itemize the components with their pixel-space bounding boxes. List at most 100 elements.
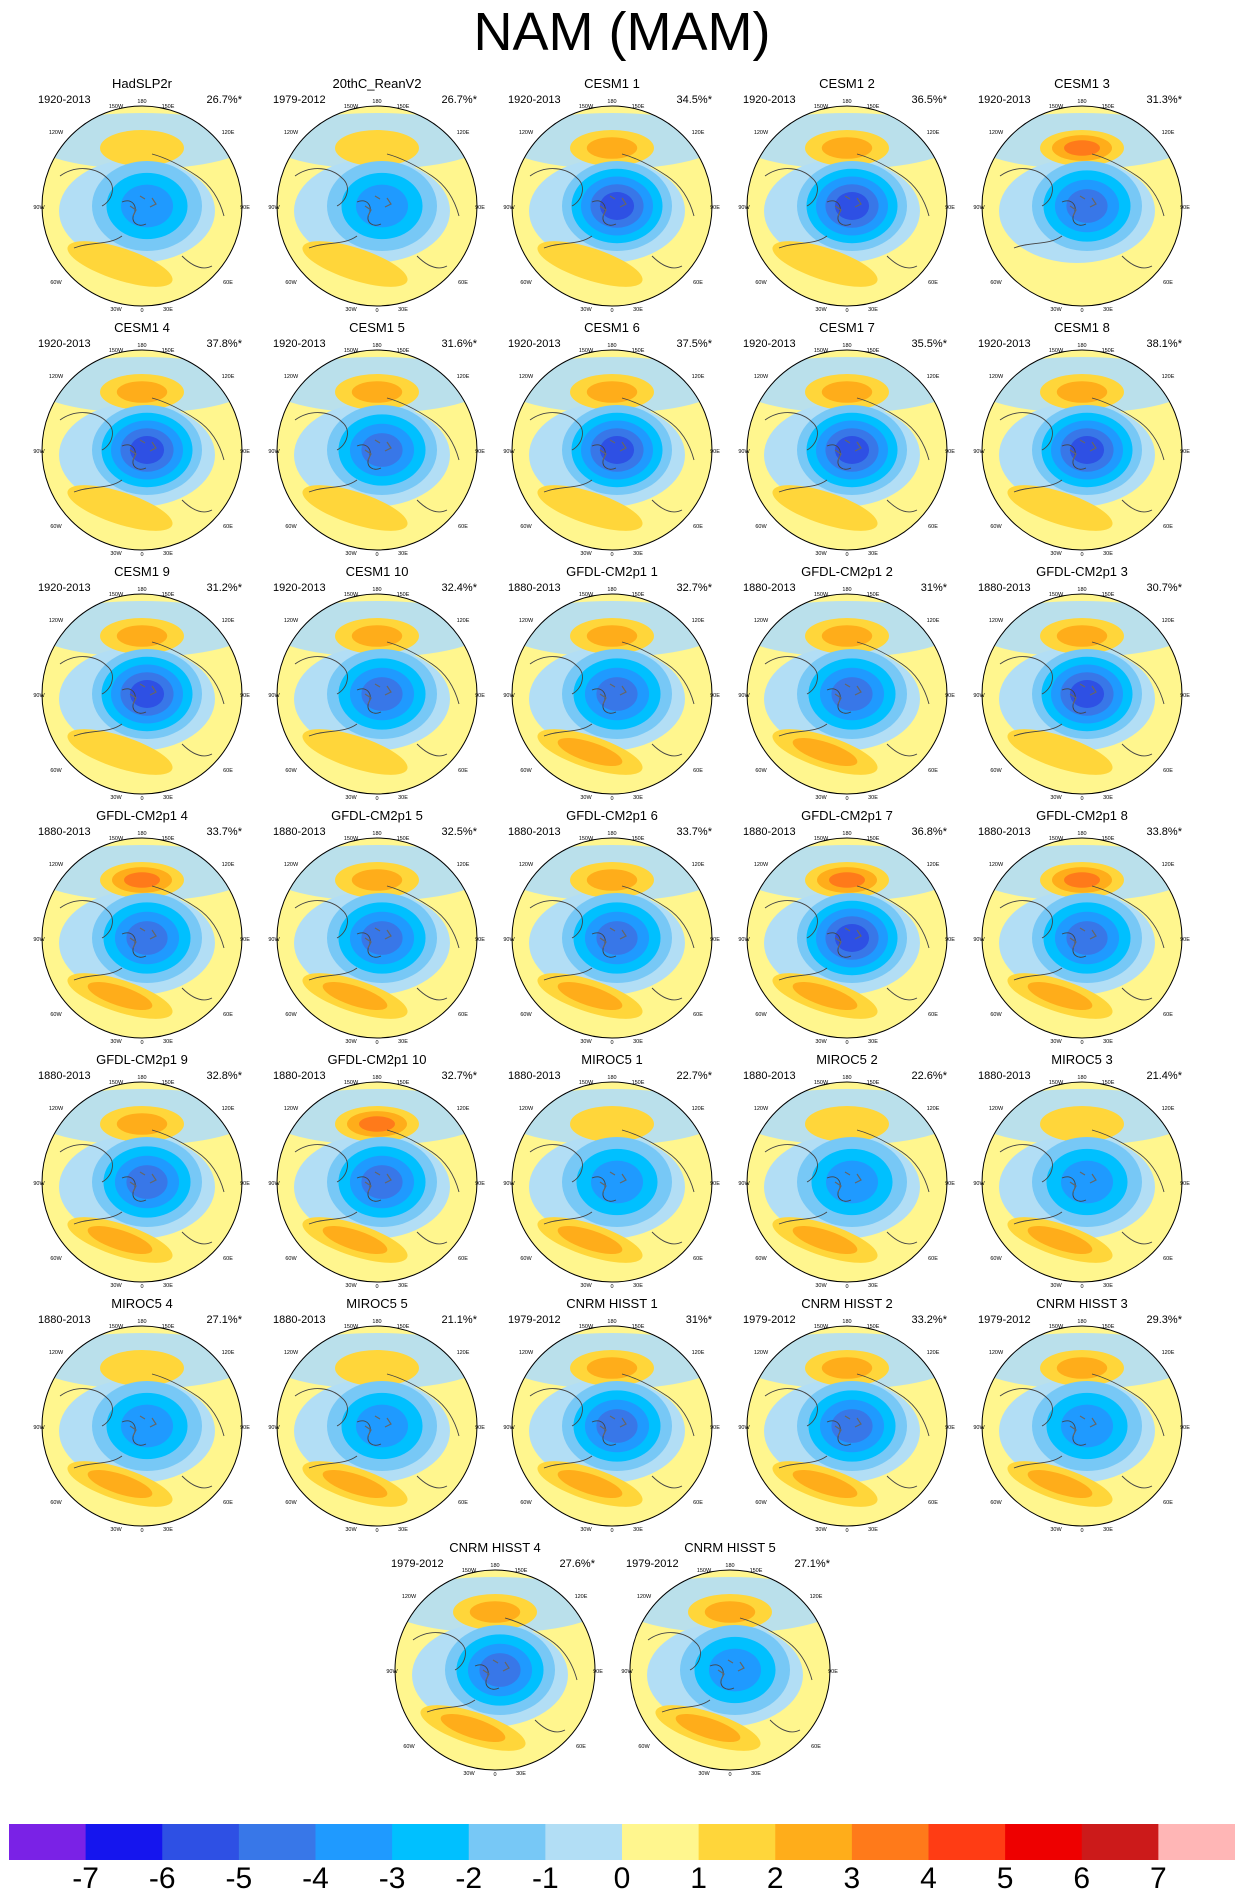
- graticule-label: 30W: [463, 1771, 475, 1777]
- arctic-islands: [364, 683, 392, 705]
- map-panel: GFDL-CM2p1 6 1880-2013 33.7%* 180 150W 150E 12…: [494, 808, 730, 1046]
- graticule-label: 30E: [398, 795, 408, 801]
- pacific-high: [586, 869, 638, 891]
- pacific-high: [586, 1357, 638, 1379]
- graticule-label: 120E: [927, 1350, 940, 1356]
- graticule-label: 30E: [163, 551, 173, 557]
- graticule-label: 90W: [738, 449, 750, 455]
- panel-title: GFDL-CM2p1 7: [801, 808, 893, 823]
- graticule-label: 150W: [109, 1324, 124, 1330]
- graticule-label: 0: [375, 552, 378, 558]
- graticule-label: 30E: [633, 1039, 643, 1045]
- graticule-label: 150E: [397, 1324, 410, 1330]
- graticule-label: 120W: [989, 862, 1004, 868]
- panel-title: CNRM HISST 1: [566, 1296, 658, 1311]
- panel-period: 1880-2013: [978, 1070, 1031, 1082]
- graticule-label: 30W: [580, 795, 592, 801]
- pacific-high: [821, 381, 873, 403]
- arctic-islands: [1069, 927, 1097, 949]
- graticule-label: 90E: [710, 449, 720, 455]
- graticule-label: 60W: [755, 768, 767, 774]
- panel-variance: 22.7%*: [676, 1070, 712, 1082]
- graticule-label: 90W: [33, 1425, 45, 1431]
- panel-title: MIROC5 3: [1051, 1052, 1113, 1067]
- arctic-low: [1069, 680, 1105, 708]
- arctic-islands: [482, 1659, 510, 1681]
- pacific-high: [351, 381, 403, 403]
- colorbar-tick-label: 7: [1150, 1862, 1167, 1895]
- map-border: [41, 837, 243, 1039]
- graticule-label: 150E: [867, 1324, 880, 1330]
- pacific-high: [1056, 381, 1108, 403]
- graticule-label: 180: [607, 343, 616, 349]
- graticule-label: 90W: [268, 937, 280, 943]
- graticule-label: 90E: [945, 937, 955, 943]
- graticule-label: 0: [1080, 1040, 1083, 1046]
- map-border: [981, 1081, 1183, 1283]
- arctic-islands: [1069, 683, 1097, 705]
- coastline: [59, 1129, 225, 1245]
- graticule-label: 60W: [990, 280, 1002, 286]
- colorbar-tick-label: -1: [532, 1862, 559, 1895]
- graticule-label: 60E: [1163, 1012, 1173, 1018]
- arctic-low: [596, 677, 638, 711]
- graticule-label: 180: [1077, 343, 1086, 349]
- graticule-label: 30W: [345, 795, 357, 801]
- graticule-label: 120E: [1162, 374, 1175, 380]
- graticule-label: 120E: [457, 374, 470, 380]
- graticule-label: 30W: [345, 307, 357, 313]
- graticule-label: 0: [610, 1284, 613, 1290]
- panel-title: GFDL-CM2p1 9: [96, 1052, 188, 1067]
- atlantic-high: [675, 1713, 741, 1743]
- graticule-label: 150W: [1049, 1080, 1064, 1086]
- panel-title: CESM1 10: [345, 564, 409, 579]
- graticule-label: 120E: [927, 1106, 940, 1112]
- polar-map: 180 150W 150E 120W 120E 90W 90E 60W 60E 30W 30E 0: [973, 587, 1190, 802]
- graticule-label: 30W: [580, 1039, 592, 1045]
- map-panel: CESM1 1 1920-2013 34.5%* 180 150W 150E 120W 120…: [494, 76, 730, 314]
- atlantic-high: [792, 737, 858, 767]
- graticule-label: 30E: [633, 1283, 643, 1289]
- graticule-label: 150W: [1049, 1324, 1064, 1330]
- graticule-label: 120W: [284, 862, 299, 868]
- graticule-label: 90W: [621, 1669, 633, 1675]
- polar-map: 180 150W 150E 120W 120E 90W 90E 60W 60E 30W 30E 0: [973, 1319, 1190, 1534]
- graticule-label: 30W: [698, 1771, 710, 1777]
- graticule-label: 90E: [1180, 937, 1190, 943]
- arctic-islands: [364, 1415, 392, 1437]
- graticule-label: 120E: [222, 1350, 235, 1356]
- arctic-islands: [599, 439, 627, 461]
- graticule-label: 150W: [579, 1080, 594, 1086]
- graticule-label: 60W: [990, 1500, 1002, 1506]
- panel-period: 1920-2013: [38, 94, 91, 106]
- graticule-label: 60E: [458, 768, 468, 774]
- polar-map: 180 150W 150E 120W 120E 90W 90E 60W 60E 30W 30E 0: [386, 1563, 603, 1778]
- graticule-label: 180: [372, 343, 381, 349]
- graticule-label: 120E: [1162, 1350, 1175, 1356]
- atlantic-high: [537, 485, 643, 531]
- arctic-low: [120, 1404, 174, 1448]
- graticule-label: 60E: [693, 1012, 703, 1018]
- pacific-high: [570, 1106, 654, 1142]
- arctic-low: [599, 436, 635, 464]
- arctic-low: [361, 677, 403, 711]
- polar-map: 180 150W 150E 120W 120E 90W 90E 60W 60E 30W 30E 0: [33, 1319, 250, 1534]
- map-panel: CESM1 8 1920-2013 38.1%* 180 150W 150E 120W 120…: [964, 320, 1200, 558]
- arctic-low: [825, 1160, 879, 1204]
- map-border: [981, 105, 1183, 307]
- panel-variance: 32.8%*: [206, 1070, 242, 1082]
- graticule-label: 90E: [1180, 449, 1190, 455]
- graticule-label: 30E: [868, 1283, 878, 1289]
- coastline: [764, 885, 930, 1001]
- graticule-label: 30E: [163, 1283, 173, 1289]
- polar-map: 180 150W 150E 120W 120E 90W 90E 60W 60E 30W 30E 0: [738, 831, 955, 1046]
- arctic-low: [126, 1165, 168, 1199]
- map-border: [981, 593, 1183, 795]
- graticule-label: 30W: [580, 307, 592, 313]
- graticule-label: 150E: [632, 836, 645, 842]
- colorbar-tick-label: -7: [72, 1862, 99, 1895]
- coastline: [294, 1129, 460, 1245]
- panel-period: 1880-2013: [38, 826, 91, 838]
- graticule-label: 30E: [868, 307, 878, 313]
- graticule-label: 120W: [754, 130, 769, 136]
